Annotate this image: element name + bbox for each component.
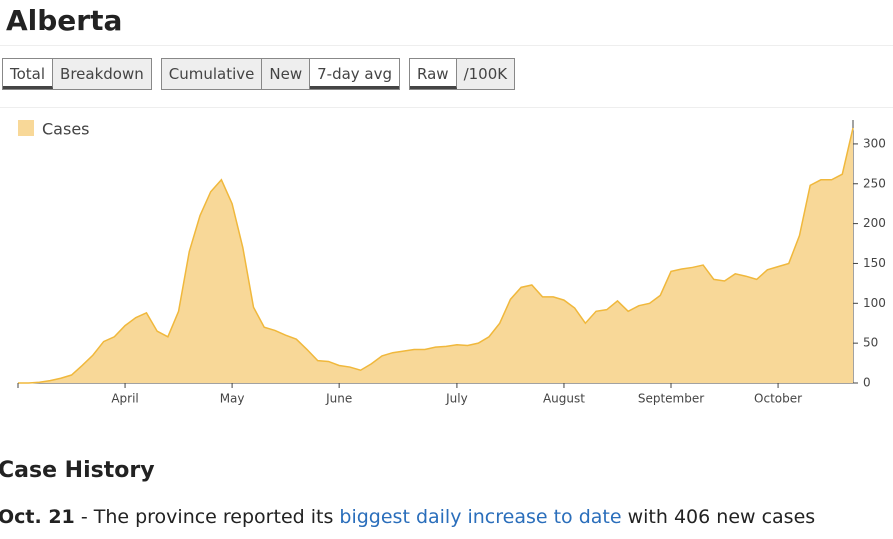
y-tick-label: 300 [863,136,886,150]
toggle-button[interactable]: New [262,59,311,89]
x-tick-label: August [543,392,585,406]
case-entry: Oct. 21 - The province reported its bigg… [0,506,815,528]
toggle-button[interactable]: Total [3,59,54,89]
chart: Cases 0 50 100 150 200 250 300 April May June July… [17,120,886,406]
divider [0,45,893,46]
button-groups: Total Breakdown Cumulative New 7-day avg Raw /… [2,58,516,90]
y-tick-label: 250 [863,176,886,190]
toggle-button[interactable]: Breakdown [53,59,151,89]
entry-date: Oct. 21 [0,506,75,528]
x-tick-label: June [325,392,352,406]
x-tick-label: October [754,392,802,406]
entry-text: - The province reported its [74,506,340,528]
section-heading: Case History [0,458,155,483]
legend-label: Cases [42,120,90,139]
y-tick-label: 0 [863,376,871,390]
toggle-button[interactable]: /100K [456,59,515,89]
x-tick-label: September [638,392,704,406]
y-tick-label: 200 [863,216,886,230]
button-group: Raw/100K [409,58,516,90]
entry-link[interactable]: biggest daily increase to date [339,506,622,528]
toggle-button[interactable]: Cumulative [161,59,263,89]
toggle-button[interactable]: 7-day avg [310,59,400,89]
x-tick-label: May [220,392,245,406]
toggle-button[interactable]: Raw [410,59,457,89]
button-group: Total Breakdown [2,58,152,90]
y-tick-label: 150 [863,256,886,270]
legend-swatch [18,120,34,136]
divider [0,107,893,108]
entry-text: with 406 new cases [621,506,816,528]
y-tick-label: 50 [863,336,878,350]
y-tick-label: 100 [863,296,886,310]
x-tick-label: April [111,392,138,406]
page-title: Alberta [6,4,123,37]
x-tick-label: July [445,392,468,406]
area-line [18,127,854,384]
area [18,127,853,383]
button-group: Cumulative New 7-day avg [160,58,401,90]
